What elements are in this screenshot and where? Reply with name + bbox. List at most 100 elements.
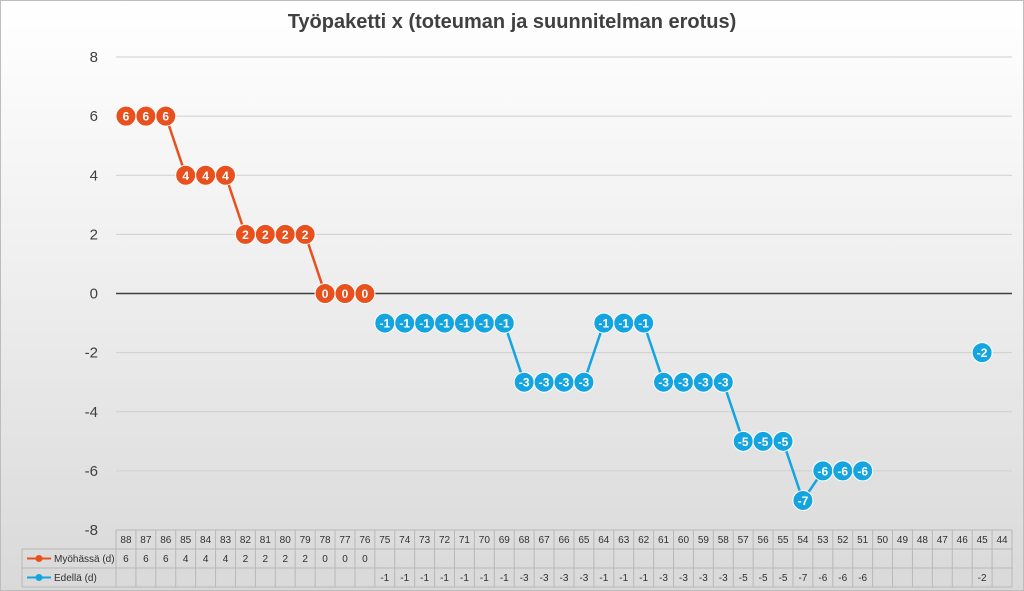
table-cell-value: -3 [520, 573, 529, 584]
table-cell-value: -3 [719, 573, 728, 584]
legend-key-marker [35, 555, 43, 562]
legend-label: Edellä (d) [54, 573, 97, 584]
data-label: -3 [658, 376, 669, 390]
data-label: -3 [718, 376, 729, 390]
table-cell-value: 6 [163, 554, 169, 565]
table-cell-value: -3 [560, 573, 569, 584]
x-tick-label: 51 [857, 535, 869, 546]
data-label: -1 [439, 317, 450, 331]
table-cell-value: -1 [480, 573, 489, 584]
data-label: -1 [419, 317, 430, 331]
data-label: 2 [242, 228, 249, 242]
table-cell-value: 2 [302, 554, 308, 565]
data-label: -1 [459, 317, 470, 331]
data-point [852, 460, 874, 482]
data-point [712, 371, 734, 393]
table-cell-value: -1 [460, 573, 469, 584]
x-tick-label: 67 [539, 535, 551, 546]
data-label: 6 [162, 110, 169, 124]
x-tick-label: 84 [200, 535, 212, 546]
x-tick-label: 46 [957, 535, 969, 546]
data-label: -3 [678, 376, 689, 390]
data-label: -1 [638, 317, 649, 331]
data-point [633, 312, 655, 334]
x-tick-label: 45 [977, 535, 989, 546]
x-tick-label: 74 [399, 535, 411, 546]
x-tick-label: 81 [260, 535, 272, 546]
data-label: -1 [499, 317, 510, 331]
data-label: -3 [559, 376, 570, 390]
table-cell-value: 6 [123, 554, 129, 565]
data-point [792, 489, 814, 511]
x-tick-label: 77 [339, 535, 351, 546]
x-tick-label: 58 [718, 535, 730, 546]
x-tick-label: 55 [777, 535, 789, 546]
table-cell-value: 0 [342, 554, 348, 565]
x-tick-label: 56 [758, 535, 770, 546]
table-cell-value: -3 [659, 573, 668, 584]
data-label: -3 [579, 376, 590, 390]
data-point [971, 342, 993, 364]
data-label: -1 [399, 317, 410, 331]
table-cell-value: 0 [362, 554, 368, 565]
data-label: 2 [282, 228, 289, 242]
table-cell-value: -5 [779, 573, 788, 584]
x-tick-label: 62 [638, 535, 650, 546]
table-cell-value: -6 [838, 573, 847, 584]
y-tick-label: -2 [85, 345, 98, 362]
data-label: -7 [798, 494, 809, 508]
data-label: 4 [222, 169, 229, 183]
x-tick-label: 68 [519, 535, 531, 546]
x-tick-label: 80 [280, 535, 292, 546]
x-tick-label: 64 [598, 535, 610, 546]
table-cell-value: -1 [599, 573, 608, 584]
table-cell-value: -5 [759, 573, 768, 584]
table-cell-value: 4 [203, 554, 209, 565]
table-cell-value: -1 [639, 573, 648, 584]
y-tick-label: 0 [90, 286, 98, 303]
y-tick-label: 6 [90, 108, 98, 125]
data-label: -1 [618, 317, 629, 331]
data-label: -1 [598, 317, 609, 331]
data-point [772, 430, 794, 452]
x-tick-label: 54 [797, 535, 809, 546]
data-label: -2 [977, 346, 988, 360]
x-tick-label: 73 [419, 535, 431, 546]
x-tick-label: 72 [439, 535, 451, 546]
data-label: -1 [379, 317, 390, 331]
table-cell-value: 2 [263, 554, 269, 565]
table-cell-value: -5 [739, 573, 748, 584]
legend-label: Myöhässä (d) [54, 554, 115, 565]
data-point [573, 371, 595, 393]
x-tick-label: 76 [359, 535, 371, 546]
table-cell-value: -6 [858, 573, 867, 584]
legend-key-marker [35, 574, 43, 581]
data-point [493, 312, 515, 334]
y-tick-label: 4 [90, 167, 98, 184]
data-label: -1 [479, 317, 490, 331]
x-tick-label: 75 [379, 535, 391, 546]
table-cell-value: -2 [978, 573, 987, 584]
table-cell-value: 6 [143, 554, 149, 565]
data-label: -3 [519, 376, 530, 390]
table-cell-value: -1 [420, 573, 429, 584]
table-cell-value: 4 [183, 554, 189, 565]
x-tick-label: 70 [479, 535, 491, 546]
x-tick-label: 47 [937, 535, 949, 546]
table-cell-value: -3 [699, 573, 708, 584]
x-tick-label: 50 [877, 535, 889, 546]
y-tick-label: -6 [85, 463, 98, 480]
x-tick-label: 57 [738, 535, 750, 546]
table-cell-value: -1 [500, 573, 509, 584]
table-cell-value: -3 [579, 573, 588, 584]
table-cell-value: 2 [282, 554, 288, 565]
x-tick-label: 85 [180, 535, 192, 546]
data-label: 6 [123, 110, 130, 124]
data-label: 2 [262, 228, 269, 242]
x-tick-label: 49 [897, 535, 909, 546]
x-tick-label: 86 [160, 535, 172, 546]
data-label: -5 [738, 435, 749, 449]
data-label: 2 [302, 228, 309, 242]
